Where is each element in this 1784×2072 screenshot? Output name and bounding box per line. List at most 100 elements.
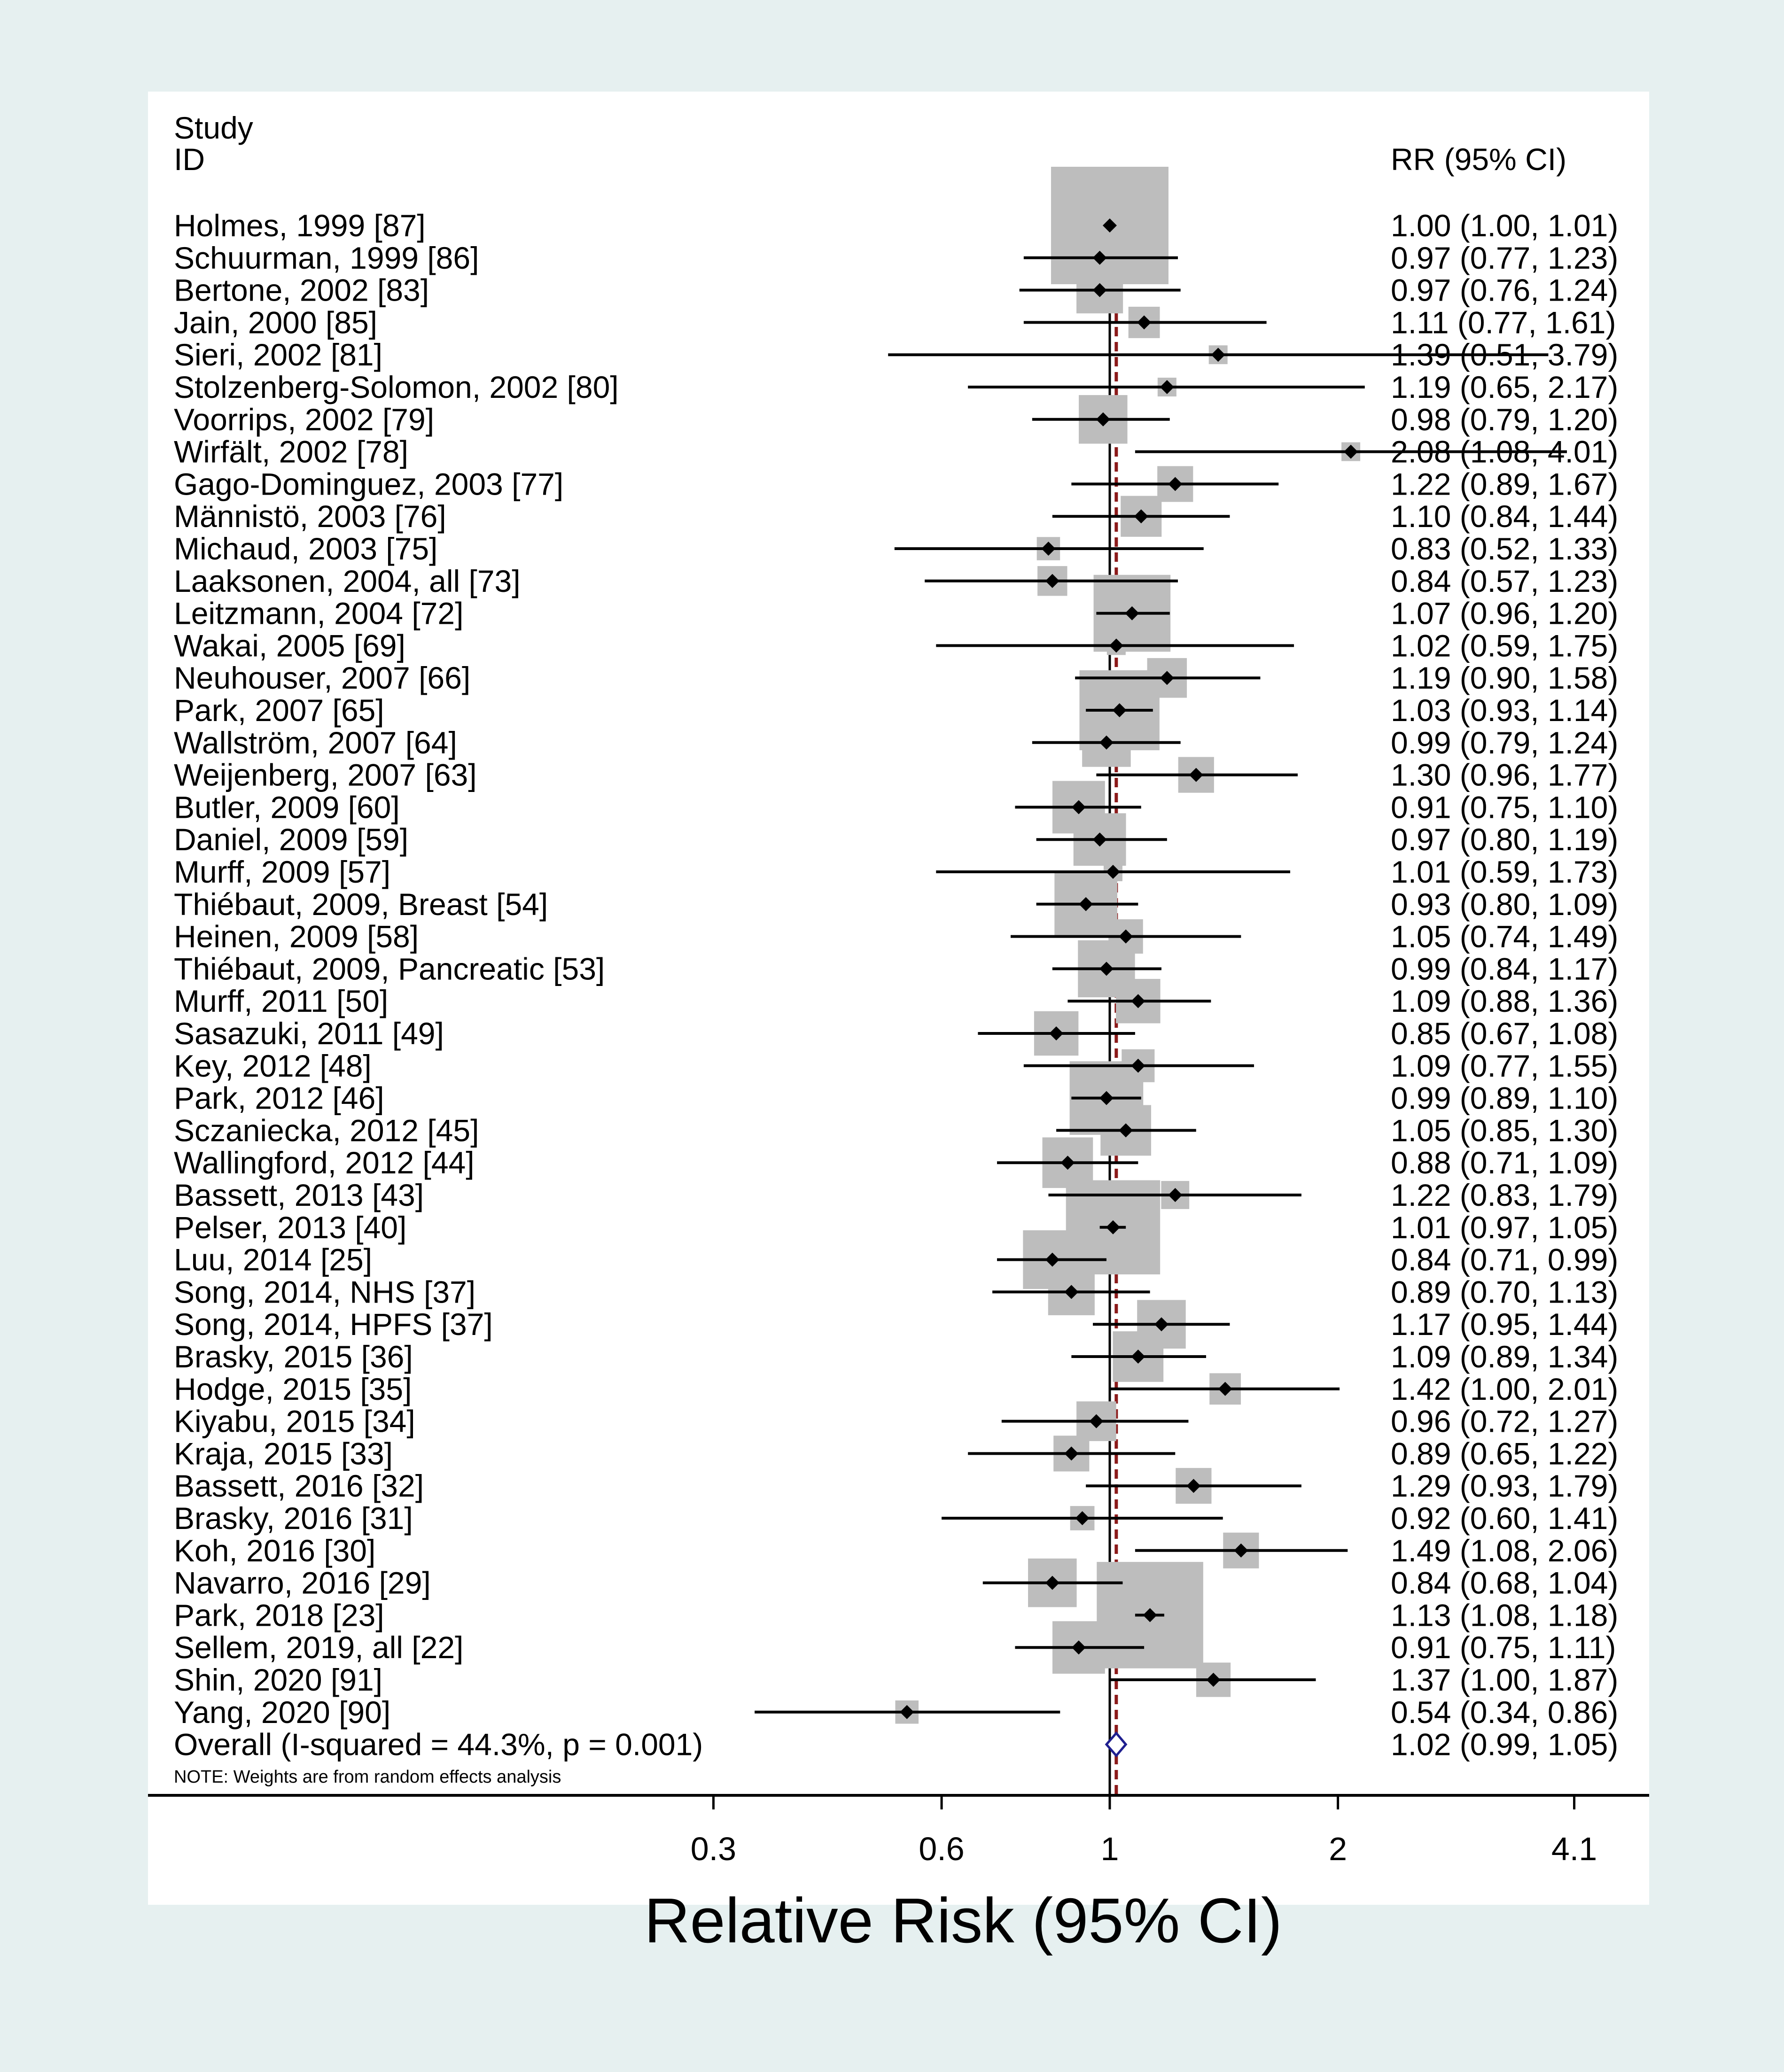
study-label: Pelser, 2013 [40]: [174, 1210, 406, 1245]
study-label: Wallström, 2007 [64]: [174, 725, 457, 760]
points-layer: [900, 218, 1358, 1758]
rr-value: 1.11 (0.77, 1.61): [1391, 305, 1616, 340]
point-estimate: [1131, 1350, 1145, 1364]
rr-value: 0.99 (0.84, 1.17): [1391, 951, 1618, 986]
x-tick-label: 0.6: [919, 1831, 964, 1867]
point-estimate: [1064, 1285, 1079, 1299]
point-estimate: [1045, 1252, 1059, 1267]
study-label: Wirfält, 2002 [78]: [174, 435, 408, 469]
point-estimate: [1109, 638, 1123, 653]
study-label: Luu, 2014 [25]: [174, 1242, 372, 1277]
point-estimate: [1206, 1673, 1221, 1687]
point-estimate: [1125, 606, 1139, 621]
point-estimate: [1106, 1220, 1120, 1234]
rr-value: 1.17 (0.95, 1.44): [1391, 1307, 1618, 1342]
study-label: Kiyabu, 2015 [34]: [174, 1404, 415, 1439]
study-label: Stolzenberg-Solomon, 2002 [80]: [174, 370, 619, 404]
study-label: Thiébaut, 2009, Pancreatic [53]: [174, 951, 605, 986]
study-label: Bassett, 2016 [32]: [174, 1468, 424, 1503]
point-estimate: [1089, 1414, 1104, 1428]
x-tick-label: 4.1: [1551, 1831, 1597, 1867]
study-label: Kraja, 2015 [33]: [174, 1436, 393, 1471]
study-label: Sieri, 2002 [81]: [174, 337, 382, 372]
rr-value: 1.01 (0.59, 1.73): [1391, 854, 1618, 889]
rr-value: 1.01 (0.97, 1.05): [1391, 1210, 1618, 1245]
point-estimate: [1344, 444, 1358, 459]
header-id: ID: [174, 142, 205, 177]
study-label: Michaud, 2003 [75]: [174, 531, 437, 566]
point-estimate: [1099, 962, 1114, 976]
rr-value: 1.13 (1.08, 1.18): [1391, 1598, 1618, 1632]
point-estimate: [1079, 897, 1093, 911]
study-label: Murff, 2009 [57]: [174, 854, 390, 889]
rr-value: 0.54 (0.34, 0.86): [1391, 1695, 1618, 1730]
point-estimate: [1102, 218, 1117, 233]
point-estimate: [1131, 1058, 1145, 1073]
point-estimate: [1168, 1188, 1183, 1202]
rr-value: 1.22 (0.83, 1.79): [1391, 1178, 1618, 1212]
point-estimate: [1160, 671, 1174, 685]
study-label: Park, 2012 [46]: [174, 1081, 384, 1116]
rr-value: 1.09 (0.77, 1.55): [1391, 1048, 1618, 1083]
rr-value: 1.19 (0.90, 1.58): [1391, 660, 1618, 695]
point-estimate: [1137, 315, 1152, 330]
study-label: Neuhouser, 2007 [66]: [174, 660, 470, 695]
plot-area: [148, 92, 1649, 1905]
point-estimate: [1211, 348, 1225, 362]
study-label: Butler, 2009 [60]: [174, 790, 400, 824]
rr-value: 0.89 (0.70, 1.13): [1391, 1274, 1618, 1309]
study-labels-layer: Holmes, 1999 [87]Schuurman, 1999 [86]Ber…: [174, 208, 703, 1762]
study-label: Brasky, 2015 [36]: [174, 1339, 413, 1374]
study-label: Yang, 2020 [90]: [174, 1695, 390, 1730]
study-label: Bertone, 2002 [83]: [174, 273, 429, 308]
point-estimate: [1189, 768, 1203, 782]
study-label: Song, 2014, NHS [37]: [174, 1274, 475, 1309]
point-estimate: [1112, 703, 1127, 717]
study-label: Shin, 2020 [91]: [174, 1662, 382, 1697]
rr-value: 0.91 (0.75, 1.11): [1391, 1630, 1616, 1665]
rr-value: 1.00 (1.00, 1.01): [1391, 208, 1618, 243]
rr-value: 1.42 (1.00, 2.01): [1391, 1372, 1618, 1406]
point-estimate: [1071, 800, 1086, 815]
rr-value: 1.39 (0.51, 3.79): [1391, 337, 1618, 372]
study-label: Thiébaut, 2009, Breast [54]: [174, 887, 548, 922]
rr-values-layer: 1.00 (1.00, 1.01)0.97 (0.77, 1.23)0.97 (…: [1391, 208, 1618, 1762]
point-estimate: [1218, 1381, 1232, 1396]
header-rr: RR (95% CI): [1391, 142, 1566, 177]
rr-value: 1.30 (0.96, 1.77): [1391, 758, 1618, 792]
header-study: Study: [174, 110, 253, 145]
rr-value: 0.84 (0.71, 0.99): [1391, 1242, 1618, 1277]
study-label: Bassett, 2013 [43]: [174, 1178, 424, 1212]
rr-value: 1.22 (0.89, 1.67): [1391, 466, 1618, 501]
study-label: Voorrips, 2002 [79]: [174, 402, 434, 437]
point-estimate: [1134, 509, 1148, 524]
rr-value: 0.97 (0.80, 1.19): [1391, 822, 1618, 857]
point-estimate: [1071, 1640, 1086, 1655]
study-label: Leitzmann, 2004 [72]: [174, 596, 463, 631]
point-estimate: [1092, 832, 1107, 847]
study-label: Key, 2012 [48]: [174, 1048, 372, 1083]
rr-value: 0.99 (0.89, 1.10): [1391, 1081, 1618, 1116]
x-axis-title: Relative Risk (95% CI): [644, 1885, 1282, 1956]
rr-value: 1.37 (1.00, 1.87): [1391, 1662, 1618, 1697]
point-estimate: [900, 1705, 914, 1719]
point-estimate: [1099, 1091, 1114, 1105]
study-label: Koh, 2016 [30]: [174, 1533, 375, 1568]
rr-value: 2.08 (1.08, 4.01): [1391, 435, 1618, 469]
rr-value: 1.29 (0.93, 1.79): [1391, 1468, 1618, 1503]
study-label: Weijenberg, 2007 [63]: [174, 758, 477, 792]
study-label: Song, 2014, HPFS [37]: [174, 1307, 493, 1342]
point-estimate: [1096, 412, 1110, 427]
study-label: Hodge, 2015 [35]: [174, 1372, 412, 1406]
study-label: Park, 2018 [23]: [174, 1598, 384, 1632]
point-estimate: [1075, 1511, 1090, 1525]
point-estimate: [1143, 1608, 1157, 1622]
rr-value: 0.91 (0.75, 1.10): [1391, 790, 1618, 824]
study-label: Holmes, 1999 [87]: [174, 208, 426, 243]
point-estimate: [1131, 994, 1145, 1009]
weights-note: NOTE: Weights are from random effects an…: [174, 1767, 561, 1787]
point-estimate: [1064, 1446, 1079, 1461]
rr-value: 1.05 (0.74, 1.49): [1391, 919, 1618, 954]
study-label: Wakai, 2005 [69]: [174, 628, 405, 663]
rr-value: 1.05 (0.85, 1.30): [1391, 1113, 1618, 1148]
